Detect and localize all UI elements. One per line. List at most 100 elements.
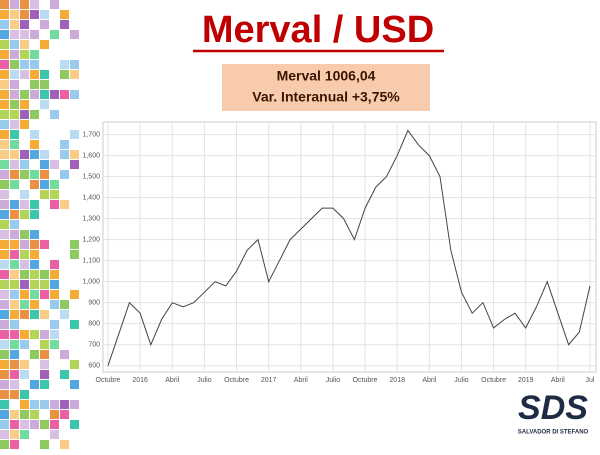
mosaic-tile — [0, 400, 9, 409]
mosaic-tile — [0, 280, 9, 289]
mosaic-tile — [40, 20, 49, 29]
mosaic-tile — [10, 370, 19, 379]
mosaic-tile — [40, 270, 49, 279]
mosaic-tile — [10, 310, 19, 319]
mosaic-tile — [0, 270, 9, 279]
mosaic-tile — [30, 420, 39, 429]
mosaic-tile — [40, 80, 49, 89]
y-tick-label: 700 — [88, 342, 100, 349]
mosaic-tile — [0, 160, 9, 169]
mosaic-tile — [0, 60, 9, 69]
mosaic-tile — [10, 360, 19, 369]
mosaic-tile — [60, 70, 69, 79]
mosaic-tile — [70, 250, 79, 259]
mosaic-tile — [40, 280, 49, 289]
mosaic-tile — [0, 240, 9, 249]
y-tick-label: 1,400 — [82, 194, 100, 201]
y-tick-label: 600 — [88, 363, 100, 370]
mosaic-tile — [0, 20, 9, 29]
mosaic-tile — [50, 290, 59, 299]
mosaic-tile — [30, 410, 39, 419]
mosaic-tile — [40, 180, 49, 189]
y-tick-label: 800 — [88, 321, 100, 328]
x-tick-label: Abril — [422, 377, 436, 384]
x-tick-label: 2019 — [518, 377, 534, 384]
mosaic-tile — [70, 160, 79, 169]
mosaic-tile — [20, 390, 29, 399]
mosaic-tile — [20, 330, 29, 339]
mosaic-tile — [40, 240, 49, 249]
mosaic-tile — [40, 360, 49, 369]
mosaic-tile — [30, 380, 39, 389]
mosaic-tile — [10, 440, 19, 449]
mosaic-tile — [40, 150, 49, 159]
mosaic-tile — [0, 330, 9, 339]
mosaic-tile — [10, 270, 19, 279]
mosaic-tile — [20, 100, 29, 109]
mosaic-tile — [60, 200, 69, 209]
mosaic-tile — [30, 240, 39, 249]
mosaic-tile — [0, 30, 9, 39]
mosaic-tile — [40, 380, 49, 389]
mosaic-tile — [30, 270, 39, 279]
mosaic-tile — [0, 260, 9, 269]
mosaic-tile — [50, 400, 59, 409]
mosaic-tile — [40, 350, 49, 359]
info-box — [222, 64, 430, 111]
mosaic-tile — [10, 120, 19, 129]
y-tick-label: 1,200 — [82, 236, 100, 243]
mosaic-tile — [30, 290, 39, 299]
mosaic-tile — [10, 30, 19, 39]
mosaic-tile — [10, 0, 19, 9]
y-tick-label: 1,300 — [82, 215, 100, 222]
mosaic-tile — [30, 250, 39, 259]
info-line: Merval 1006,04 — [277, 68, 376, 84]
mosaic-tile — [0, 310, 9, 319]
mosaic-tile — [40, 400, 49, 409]
mosaic-tile — [30, 170, 39, 179]
x-tick-label: Octubre — [353, 377, 378, 384]
mosaic-tile — [0, 320, 9, 329]
mosaic-tile — [10, 10, 19, 19]
mosaic-tile — [60, 350, 69, 359]
mosaic-tile — [20, 420, 29, 429]
mosaic-tile — [0, 210, 9, 219]
mosaic-tile — [20, 360, 29, 369]
mosaic-tile — [10, 90, 19, 99]
mosaic-tile — [10, 80, 19, 89]
mosaic-tile — [50, 180, 59, 189]
mosaic-tile — [0, 0, 9, 9]
mosaic-tile — [20, 160, 29, 169]
mosaic-tile — [30, 30, 39, 39]
mosaic-tile — [20, 270, 29, 279]
mosaic-tile — [10, 350, 19, 359]
mosaic-tile — [20, 410, 29, 419]
mosaic-tile — [70, 400, 79, 409]
mosaic-tile — [10, 220, 19, 229]
mosaic-tile — [50, 200, 59, 209]
mosaic-tile — [10, 200, 19, 209]
mosaic-tile — [10, 20, 19, 29]
mosaic-tile — [50, 160, 59, 169]
mosaic-tile — [0, 370, 9, 379]
mosaic-tile — [10, 250, 19, 259]
mosaic-tile — [30, 300, 39, 309]
mosaic-tile — [50, 110, 59, 119]
mosaic-tile — [30, 280, 39, 289]
x-tick-label: 2017 — [261, 377, 277, 384]
mosaic-tile — [60, 440, 69, 449]
mosaic-tile — [30, 60, 39, 69]
mosaic-tile — [30, 130, 39, 139]
mosaic-tile — [30, 10, 39, 19]
mosaic-tile — [10, 70, 19, 79]
mosaic-tile — [20, 280, 29, 289]
mosaic-tile — [60, 90, 69, 99]
mosaic-tile — [60, 20, 69, 29]
line-series — [107, 129, 591, 366]
mosaic-tile — [0, 250, 9, 259]
mosaic-tile — [30, 90, 39, 99]
mosaic-tile — [10, 300, 19, 309]
mosaic-tile — [20, 230, 29, 239]
mosaic-tile — [70, 130, 79, 139]
mosaic-tile — [60, 60, 69, 69]
